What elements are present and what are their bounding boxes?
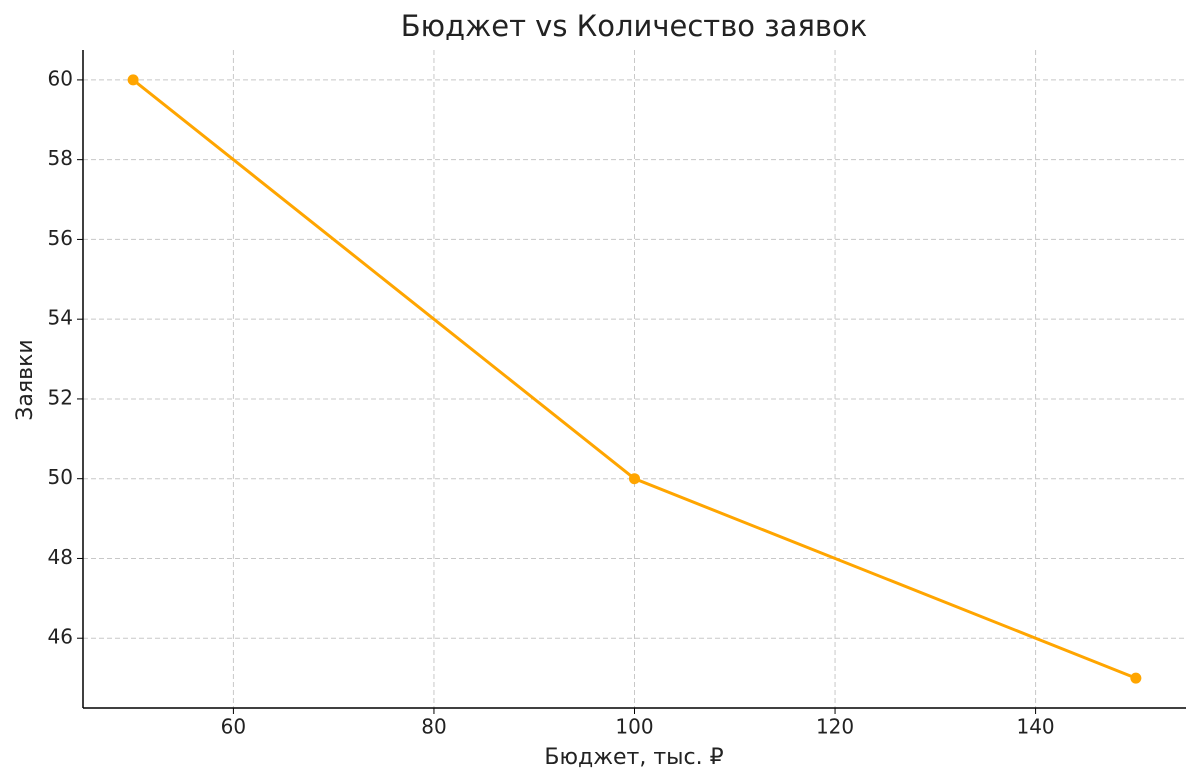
- x-tick-label: 140: [1016, 715, 1054, 739]
- y-tick-label: 52: [48, 385, 73, 409]
- chart-title: Бюджет vs Количество заявок: [401, 9, 868, 43]
- x-axis-label: Бюджет, тыс. ₽: [544, 745, 723, 770]
- x-tick-label: 120: [816, 715, 854, 739]
- x-tick-label: 80: [421, 715, 446, 739]
- y-tick-label: 58: [48, 146, 73, 170]
- y-tick-label: 48: [48, 545, 73, 569]
- y-tick-label: 50: [48, 465, 73, 489]
- x-tick-label: 100: [615, 715, 653, 739]
- y-tick-label: 54: [48, 306, 73, 330]
- x-tick-label: 60: [221, 715, 246, 739]
- y-tick-label: 56: [48, 226, 73, 250]
- y-tick-label: 46: [48, 625, 73, 649]
- y-tick-label: 60: [48, 66, 73, 90]
- point: [1130, 672, 1142, 684]
- point: [127, 74, 139, 86]
- point: [629, 473, 640, 485]
- y-axis-label: Заявки: [13, 339, 38, 420]
